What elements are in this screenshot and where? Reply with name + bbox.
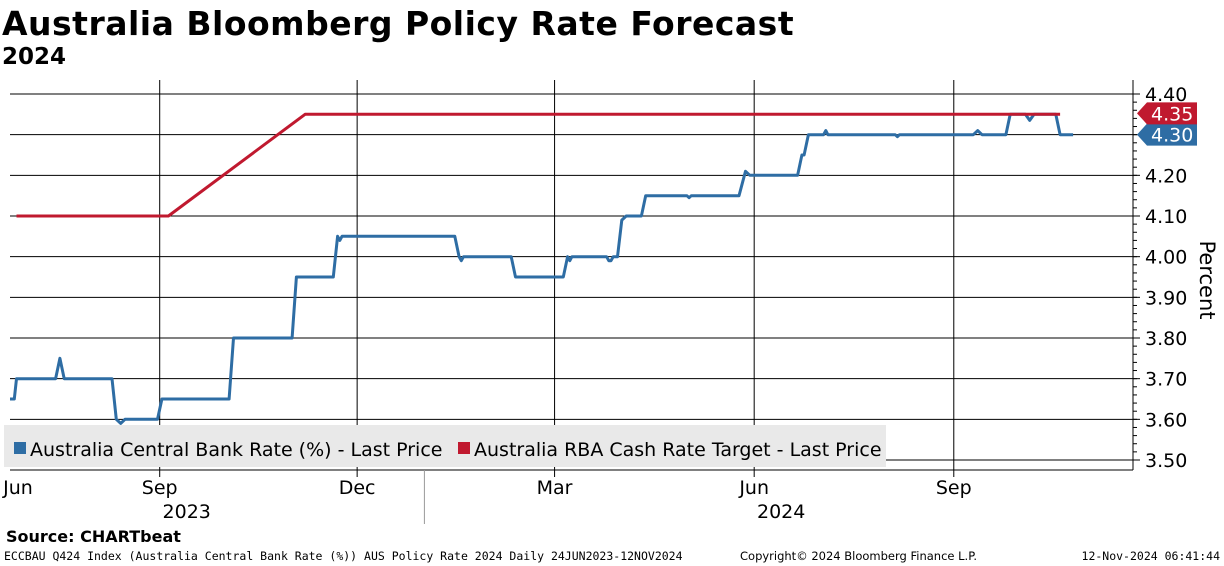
footer-copyright: Copyright© 2024 Bloomberg Finance L.P. xyxy=(740,549,977,563)
legend-swatch xyxy=(14,442,26,454)
source-note: Source: CHARTbeat xyxy=(6,527,181,546)
last-price-value: 4.30 xyxy=(1151,125,1193,147)
x-tick-label: Jun xyxy=(2,477,33,499)
grid-lines xyxy=(10,80,1133,470)
y-tick-label: 4.10 xyxy=(1145,206,1187,228)
x-year-label: 2024 xyxy=(757,501,805,523)
last-price-tag-shape xyxy=(1137,102,1197,125)
y-tick-label: 3.50 xyxy=(1145,450,1187,472)
y-tick-label: 3.70 xyxy=(1145,369,1187,391)
central-bank-rate-line xyxy=(10,112,1074,425)
last-price-tag-shape xyxy=(1137,123,1197,146)
y-tick-label: 3.80 xyxy=(1145,328,1187,350)
series-lines xyxy=(10,112,1074,425)
y-tick-label: 3.90 xyxy=(1145,287,1187,309)
x-tick-label: Sep xyxy=(936,477,972,499)
y-tick-label: 3.60 xyxy=(1145,409,1187,431)
x-tick-label: Jun xyxy=(738,477,769,499)
footer-ticker: ECCBAU Q424 Index (Australia Central Ban… xyxy=(4,549,683,563)
x-tick-label: Sep xyxy=(142,477,178,499)
last-price-tag: 4.35 xyxy=(1137,102,1197,125)
legend-label: Australia RBA Cash Rate Target - Last Pr… xyxy=(474,439,882,461)
last-price-value: 4.35 xyxy=(1151,103,1193,125)
legend: Australia Central Bank Rate (%) - Last P… xyxy=(4,425,886,467)
y-tick-label: 4.00 xyxy=(1145,247,1187,269)
last-price-labels: 4.304.35 xyxy=(1137,102,1197,147)
last-price-tag: 4.30 xyxy=(1137,123,1197,147)
chart-subtitle: 2024 xyxy=(2,44,67,70)
x-tick-label: Dec xyxy=(339,477,376,499)
rba-cash-rate-line xyxy=(16,112,1061,218)
x-tick-label: Mar xyxy=(537,477,573,499)
x-year-label: 2023 xyxy=(163,501,211,523)
chart-title: Australia Bloomberg Policy Rate Forecast xyxy=(2,4,795,43)
legend-box xyxy=(4,425,886,467)
legend-swatch xyxy=(458,442,470,454)
y-axis-label: Percent xyxy=(1195,240,1219,319)
footer-timestamp: 12-Nov-2024 06:41:44 xyxy=(1081,549,1220,563)
y-tick-label: 4.40 xyxy=(1145,84,1187,106)
legend-label: Australia Central Bank Rate (%) - Last P… xyxy=(30,439,442,461)
y-tick-label: 4.20 xyxy=(1145,165,1187,187)
